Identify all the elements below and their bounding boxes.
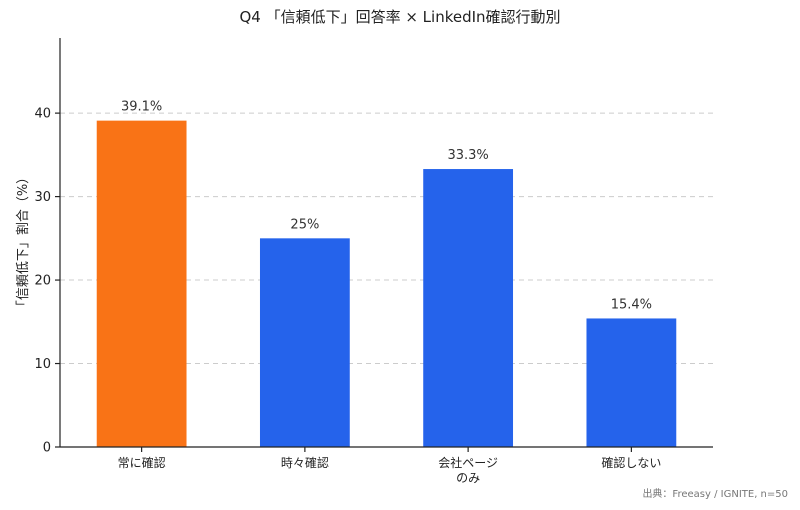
y-tick-label: 0 [43, 441, 51, 456]
x-tick-label: のみ [456, 471, 480, 485]
bar [96, 120, 187, 447]
y-tick-label: 20 [34, 274, 51, 289]
bar [259, 238, 350, 447]
x-tick-label: 会社ページ [438, 455, 498, 470]
bar-value-label: 15.4% [611, 297, 652, 312]
y-tick-label: 40 [34, 107, 51, 122]
x-tick-label: 確認しない [601, 455, 661, 470]
x-tick-label: 時々確認 [281, 455, 329, 470]
y-ticks: 0 10 20 30 40 [34, 107, 60, 456]
source-note: 出典：Freeasy / IGNITE, n=50 [642, 487, 788, 500]
bar [423, 169, 514, 447]
bar [586, 318, 677, 447]
chart-title: Q4 「信頼低下」回答率 × LinkedIn確認行動別 [239, 8, 560, 26]
y-axis-label: 「信頼低下」割合（%） [15, 171, 31, 313]
x-tick-label: 常に確認 [118, 455, 166, 470]
data-labels: 39.1% 25% 33.3% 15.4% [121, 100, 652, 313]
y-tick-label: 30 [34, 190, 51, 205]
y-tick-label: 10 [34, 357, 51, 372]
bar-value-label: 25% [290, 217, 319, 232]
bar-value-label: 33.3% [447, 148, 488, 163]
bars [96, 120, 677, 447]
bar-value-label: 39.1% [121, 100, 162, 115]
